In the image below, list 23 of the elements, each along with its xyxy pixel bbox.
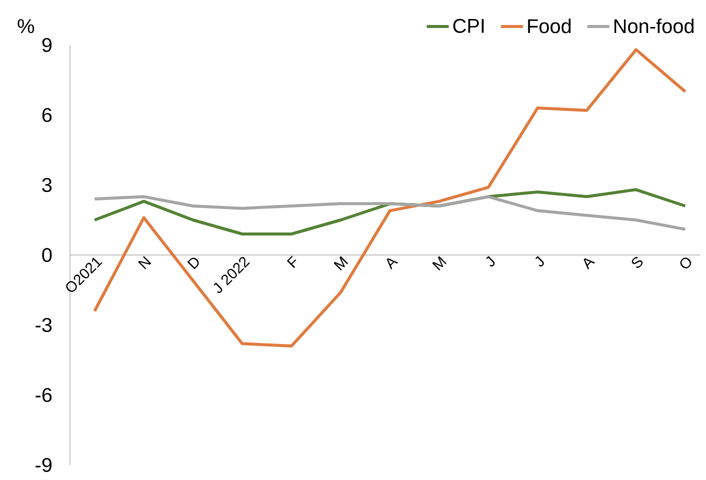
legend-label: CPI <box>453 18 484 33</box>
x-tick-label: F <box>286 256 296 268</box>
y-tick-label: 9 <box>42 38 52 52</box>
legend-label: Non-food <box>614 18 694 34</box>
x-tick-label: S <box>632 257 643 268</box>
y-tick-label: -9 <box>36 458 52 472</box>
y-tick-label: 3 <box>42 178 52 192</box>
x-tick-label: A <box>386 258 398 270</box>
x-tick-label: N <box>138 256 152 270</box>
legend-label: Food <box>528 18 571 34</box>
x-tick-label: M <box>432 256 446 270</box>
y-tick-label: 0 <box>42 248 52 262</box>
x-tick-label: O <box>680 258 692 268</box>
y-axis-title: % <box>18 19 34 34</box>
x-tick-label: M <box>334 256 348 270</box>
y-tick-label: -6 <box>36 388 52 402</box>
y-tick-label: -3 <box>36 318 52 332</box>
y-tick-label: 6 <box>42 108 52 122</box>
x-tick-label: D <box>187 258 199 270</box>
x-tick-label: A <box>584 258 596 270</box>
x-tick-label: J <box>535 256 544 267</box>
line-series <box>93 195 687 231</box>
x-tick-label: J <box>486 256 495 267</box>
